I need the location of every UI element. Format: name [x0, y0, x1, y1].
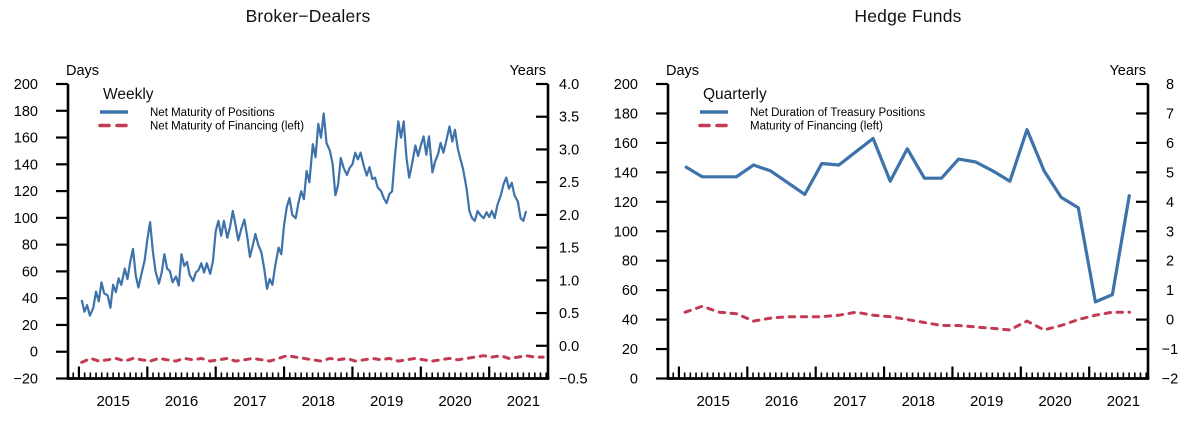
x-year-label: 2018 — [302, 393, 335, 410]
y-right-tick-label: 0.0 — [559, 339, 579, 355]
y-left-tick-label: 180 — [614, 106, 638, 122]
y-right-tick-label: 0.5 — [559, 306, 579, 322]
y-right-tick-label: −2 — [1162, 372, 1179, 388]
y-left-tick-label: 60 — [622, 283, 638, 299]
y-left-tick-label: 160 — [614, 136, 638, 152]
y-left-tick-label: 40 — [622, 313, 638, 329]
y-left-tick-label: 120 — [14, 184, 38, 200]
right-axis-unit-label: Years — [509, 63, 546, 79]
panel-title-broker-dealers: Broker−Dealers — [245, 6, 371, 26]
panel-hedge-funds: 200180160140120100806040200Days876543210… — [614, 63, 1178, 410]
y-left-tick-label: −20 — [13, 372, 38, 388]
left-axis-unit-label: Days — [66, 63, 99, 79]
y-right-tick-label: 0 — [1166, 313, 1174, 329]
y-left-tick-label: 200 — [14, 77, 38, 93]
y-left-tick-label: 40 — [22, 291, 38, 307]
y-left-tick-label: 20 — [622, 342, 638, 358]
y-right-tick-label: 2 — [1166, 254, 1174, 270]
y-right-tick-label: 3 — [1166, 224, 1174, 240]
x-year-label: 2018 — [902, 393, 935, 410]
x-year-label: 2017 — [833, 393, 866, 410]
y-left-tick-label: 100 — [614, 224, 638, 240]
right-axis-unit-label: Years — [1109, 63, 1146, 79]
x-year-label: 2021 — [1107, 393, 1140, 410]
x-axis: 2015 2016 2017 2018 2019 2020 2021 — [672, 366, 1147, 410]
y-axis-right: 8 7 6 5 4 3 2 1 0 −1 −2 Years — [1109, 63, 1178, 388]
legend-label-net-duration-of-treasury-positions: Net Duration of Treasury Positions — [750, 107, 925, 119]
y-right-tick-label: −1 — [1162, 342, 1179, 358]
y-right-tick-label: 8 — [1166, 77, 1174, 93]
y-left-tick-label: 140 — [614, 165, 638, 181]
y-left-tick-label: 0 — [30, 345, 38, 361]
y-left-tick-label: 60 — [22, 264, 38, 280]
legend: Weekly Net Maturity of Positions Net Matur… — [98, 86, 304, 133]
y-right-tick-label: 3.5 — [559, 110, 579, 126]
y-right-tick-label: 2.5 — [559, 175, 579, 191]
left-axis-unit-label: Days — [666, 63, 699, 79]
y-right-tick-label: 3.0 — [559, 142, 579, 158]
x-year-label: 2019 — [970, 393, 1003, 410]
series-maturity-of-financing-left — [683, 304, 1131, 332]
x-axis: 2015 2016 2017 2018 2019 2020 2021 — [72, 366, 547, 410]
legend: Quarterly Net Duration of Treasury Positi… — [698, 86, 925, 133]
y-left-tick-label: 100 — [14, 211, 38, 227]
x-year-label: 2021 — [507, 393, 540, 410]
y-left-tick-label: 80 — [22, 238, 38, 254]
series-net-maturity-of-financing-left — [80, 354, 545, 364]
y-left-tick-label: 20 — [22, 318, 38, 334]
series-net-duration-of-treasury-positions — [684, 128, 1132, 304]
y-right-tick-label: 4.0 — [559, 77, 579, 93]
x-year-label: 2017 — [233, 393, 266, 410]
x-year-label: 2020 — [1038, 393, 1071, 410]
y-right-tick-label: 4 — [1166, 195, 1174, 211]
x-year-label: 2015 — [696, 393, 729, 410]
x-year-label: 2016 — [165, 393, 198, 410]
y-right-tick-label: 1.5 — [559, 241, 579, 257]
legend-title: Quarterly — [703, 86, 767, 103]
y-right-tick-label: 6 — [1166, 136, 1174, 152]
legend-label-net-maturity-of-positions: Net Maturity of Positions — [150, 107, 275, 119]
y-left-tick-label: 120 — [614, 195, 638, 211]
y-left-tick-label: 0 — [630, 372, 638, 388]
y-right-tick-label: 5 — [1166, 165, 1174, 181]
y-left-tick-label: 160 — [14, 131, 38, 147]
y-left-tick-label: 80 — [622, 254, 638, 270]
x-year-label: 2016 — [765, 393, 798, 410]
y-left-tick-label: 180 — [14, 104, 38, 120]
legend-label-maturity-of-financing-left: Maturity of Financing (left) — [750, 121, 883, 133]
x-year-label: 2015 — [96, 393, 129, 410]
y-right-tick-label: −0.5 — [559, 372, 588, 388]
y-axis-right: 4.0 3.5 3.0 2.5 2.0 1.5 1.0 0.5 0.0 −0.5 Years — [509, 63, 587, 388]
axes-frame — [66, 84, 550, 380]
y-left-tick-label: 140 — [14, 157, 38, 173]
series-net-maturity-of-positions — [80, 112, 528, 317]
legend-label-net-maturity-of-financing-left: Net Maturity of Financing (left) — [150, 121, 304, 133]
y-right-tick-label: 1 — [1166, 283, 1174, 299]
axes-frame — [666, 84, 1150, 380]
y-left-tick-label: 200 — [614, 77, 638, 93]
y-right-tick-label: 2.0 — [559, 208, 579, 224]
panel-title-hedge-funds: Hedge Funds — [854, 6, 962, 26]
y-right-tick-label: 1.0 — [559, 273, 579, 289]
y-right-tick-label: 7 — [1166, 106, 1174, 122]
legend-title: Weekly — [103, 86, 154, 103]
x-year-label: 2019 — [370, 393, 403, 410]
panel-broker-dealers: 200180160140120100806040200−20Days4.03.5… — [13, 63, 587, 410]
x-year-label: 2020 — [438, 393, 471, 410]
